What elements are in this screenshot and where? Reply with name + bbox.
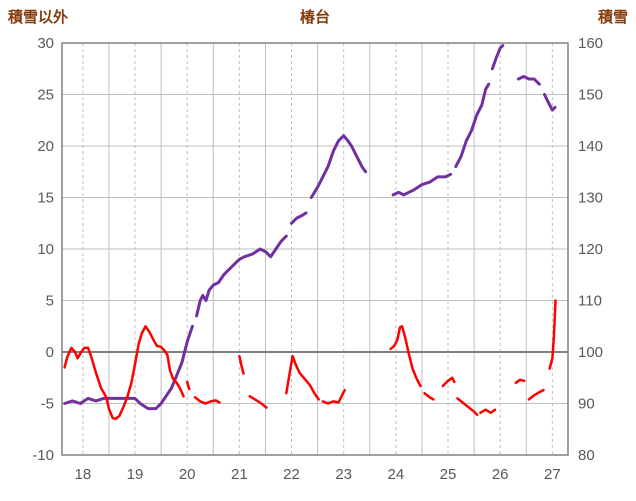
right-axis-tick: 140 xyxy=(578,138,603,155)
x-axis-tick: 21 xyxy=(231,466,248,483)
left-axis-tick: 30 xyxy=(37,35,54,52)
snow-depth-line xyxy=(543,93,557,112)
snow-depth-line xyxy=(195,234,288,318)
left-axis-tick: 10 xyxy=(37,241,54,258)
x-axis-tick: 25 xyxy=(440,466,457,483)
x-axis-tick: 27 xyxy=(544,466,561,483)
temperature-line xyxy=(423,391,435,401)
snow-depth-line xyxy=(391,172,453,197)
left-axis-tick: 25 xyxy=(37,87,54,104)
x-axis-tick: 18 xyxy=(75,466,92,483)
x-axis-tick: 23 xyxy=(335,466,352,483)
snow-depth-line xyxy=(290,211,308,225)
temperature-line xyxy=(63,325,185,421)
temperature-line xyxy=(527,388,545,401)
left-axis-tick: 20 xyxy=(37,138,54,155)
temperature-line xyxy=(248,395,268,409)
plot-border xyxy=(61,42,569,456)
temperature-line xyxy=(185,380,191,391)
right-axis-tick: 80 xyxy=(578,447,595,464)
right-axis-tick: 150 xyxy=(578,87,603,104)
x-axis-tick: 24 xyxy=(388,466,405,483)
left-axis-tick: -5 xyxy=(41,396,54,413)
temperature-line xyxy=(321,388,346,405)
chart-header: 積雪以外 椿台 積雪 xyxy=(0,6,636,30)
left-axis-tick: 0 xyxy=(46,344,54,361)
snow-depth-line xyxy=(309,134,368,199)
x-axis-tick: 20 xyxy=(179,466,196,483)
snow-depth-line xyxy=(454,82,491,169)
temperature-line xyxy=(389,325,422,388)
temperature-line xyxy=(479,408,497,415)
x-axis-tick: 22 xyxy=(283,466,300,483)
temperature-line xyxy=(238,354,245,375)
snow-depth-line xyxy=(63,324,194,411)
left-axis-tick: 5 xyxy=(46,293,54,310)
x-axis-tick: 19 xyxy=(127,466,144,483)
left-axis-title: 積雪以外 xyxy=(8,9,69,26)
right-axis-tick: 120 xyxy=(578,241,603,258)
right-axis-tick: 90 xyxy=(578,396,595,413)
chart-title: 椿台 xyxy=(299,9,331,26)
snow-depth-line xyxy=(516,75,541,86)
left-axis-tick: 15 xyxy=(37,190,54,207)
temperature-line xyxy=(285,354,320,401)
right-axis-tick: 110 xyxy=(578,293,602,310)
snow-depth-line xyxy=(490,44,505,71)
right-axis-tick: 100 xyxy=(578,344,603,361)
temperature-line xyxy=(456,397,479,417)
temperature-line xyxy=(441,376,456,388)
temperature-line xyxy=(514,378,526,385)
temperature-line xyxy=(548,299,557,370)
right-axis-tick: 130 xyxy=(578,190,603,207)
x-axis-tick: 26 xyxy=(492,466,509,483)
right-axis-tick: 160 xyxy=(578,35,603,52)
right-axis-title: 積雪 xyxy=(597,9,628,26)
temperature-line xyxy=(193,396,221,405)
left-axis-tick: -10 xyxy=(32,447,54,464)
